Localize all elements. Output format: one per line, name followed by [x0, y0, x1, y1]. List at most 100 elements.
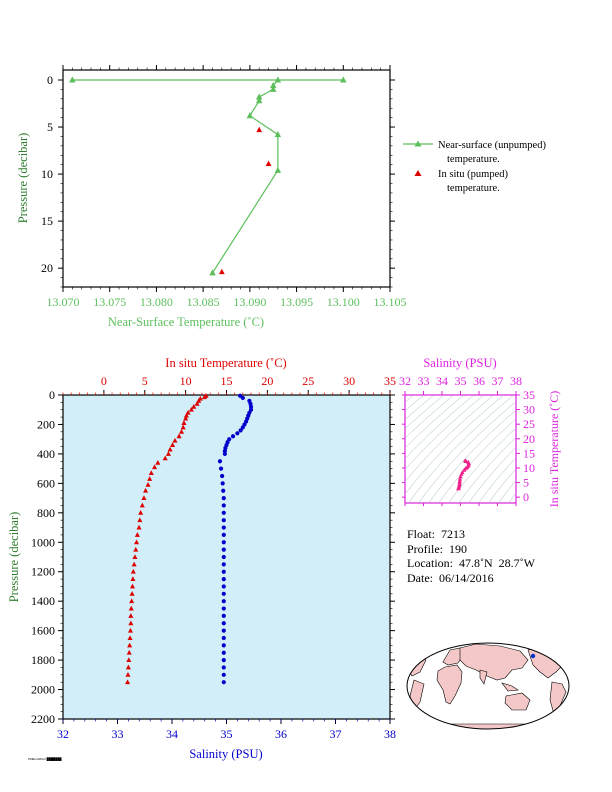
near-surface-point — [69, 76, 76, 83]
density-contour — [405, 395, 485, 471]
pressure-tick-label: 1600 — [31, 624, 55, 638]
salinity-point — [222, 448, 227, 454]
temperature-point — [130, 576, 136, 582]
salinity-tick-label: 32 — [57, 727, 69, 741]
salinity-point — [221, 518, 226, 523]
salinity-point — [221, 488, 226, 493]
pressure-tick-label: 200 — [37, 417, 55, 431]
ts-x-tick-label: 36 — [473, 374, 485, 388]
in-situ-point — [256, 126, 263, 133]
temperature-point — [125, 672, 131, 677]
pressure-tick-label: 1400 — [31, 594, 55, 608]
salinity-tick-label: 36 — [275, 727, 287, 741]
x-tick-label: 13.095 — [280, 295, 313, 309]
x-tick-label: 13.075 — [93, 295, 126, 309]
temperature-point — [147, 476, 153, 481]
near-surface-x-label: Near-Surface Temperature (˚C) — [108, 315, 264, 329]
x-tick-label: 13.105 — [374, 295, 407, 309]
float-value: 7213 — [441, 527, 466, 541]
salinity-point — [221, 606, 226, 611]
x-tick-label: 13.070 — [47, 295, 80, 309]
temperature-point — [129, 598, 135, 604]
ts-y-tick-label: 20 — [523, 432, 535, 446]
temperature-point — [136, 524, 142, 530]
temperature-point — [191, 403, 197, 409]
near-surface-y-axis: 0 5 10 15 20 — [41, 73, 395, 288]
profile-bottom-axis-label: Salinity (PSU) — [189, 747, 262, 761]
ts-series — [456, 458, 471, 491]
temperature-point — [167, 446, 173, 452]
ts-point — [460, 469, 465, 475]
ts-x-tick-label: 34 — [436, 374, 448, 388]
temp-tick-label: 35 — [384, 374, 396, 388]
near-surface-point — [255, 93, 263, 100]
ts-y-tick-label: 15 — [523, 446, 535, 460]
salinity-point — [221, 576, 226, 582]
density-contour — [408, 395, 515, 503]
pressure-tick-label: 2000 — [31, 683, 55, 697]
temperature-point — [127, 635, 133, 640]
legend-marker-near-surface — [414, 140, 422, 147]
salinity-point — [221, 657, 226, 663]
density-contour — [448, 427, 516, 503]
density-contour — [405, 395, 445, 430]
temp-tick-label: 0 — [101, 374, 107, 388]
salinity-point — [218, 466, 224, 471]
temp-tick-label: 25 — [302, 374, 314, 388]
ts-top-axis-label: Salinity (PSU) — [423, 356, 496, 370]
near-surface-point — [274, 130, 282, 138]
temperature-point — [141, 495, 147, 501]
salinity-tick-label: 37 — [330, 727, 342, 741]
in-situ-point — [218, 268, 225, 275]
salinity-point — [221, 591, 226, 596]
near-surface-chart: 13.070 13.075 13.080 13.085 13.090 13.095 13.1… — [16, 65, 407, 329]
temp-tick-label: 15 — [221, 374, 233, 388]
salinity-point — [221, 503, 226, 508]
temperature-point — [129, 591, 135, 596]
legend-marker-in-situ — [414, 170, 422, 176]
date-label: Date: — [407, 570, 433, 585]
salinity-point — [220, 473, 225, 479]
ts-y-tick-label: 10 — [523, 461, 535, 475]
temperature-point — [137, 517, 143, 523]
salinity-point — [221, 680, 226, 685]
y-tick-label: 20 — [41, 261, 53, 275]
location-value: 47.8˚N 28.7˚W — [458, 556, 535, 570]
pressure-tick-label: 0 — [49, 388, 55, 402]
temperature-point — [128, 613, 134, 618]
float-id-row: Float: 7213 — [407, 527, 535, 542]
salinity-point — [221, 628, 226, 633]
temperature-point — [129, 583, 136, 589]
salinity-tick-label: 33 — [112, 727, 124, 741]
temperature-point — [131, 561, 137, 567]
temperature-point — [183, 412, 189, 418]
pressure-tick-label: 1000 — [31, 535, 55, 549]
temperature-point — [183, 415, 189, 421]
density-contour — [488, 468, 516, 503]
temperature-point — [181, 420, 187, 425]
density-contour — [498, 479, 516, 503]
x-tick-label: 13.100 — [327, 295, 360, 309]
profile-row: Profile: 190 — [407, 542, 535, 557]
density-contour — [405, 395, 475, 460]
temperature-point — [185, 409, 191, 415]
near-surface-y-label: Pressure (decibar) — [16, 133, 30, 224]
temperature-point — [172, 437, 178, 443]
pressure-tick-label: 800 — [37, 506, 55, 520]
pressure-tick-label: 1200 — [31, 565, 55, 579]
pressure-tick-label: 1800 — [31, 653, 55, 667]
temperature-point — [127, 642, 133, 648]
salinity-point — [221, 599, 226, 604]
temperature-point — [125, 664, 131, 670]
temperature-point — [134, 539, 140, 545]
temp-tick-label: 5 — [142, 374, 148, 388]
footer-credit: PMEL/ARGO ███████ — [28, 757, 62, 761]
legend-label-in-situ: In situ (pumped) — [438, 169, 508, 180]
profile-y-label: Pressure (decibar) — [7, 512, 21, 603]
salinity-tick-label: 34 — [166, 727, 178, 741]
near-surface-point — [274, 166, 282, 173]
temperature-point — [133, 546, 139, 552]
near-surface-point — [340, 76, 347, 83]
